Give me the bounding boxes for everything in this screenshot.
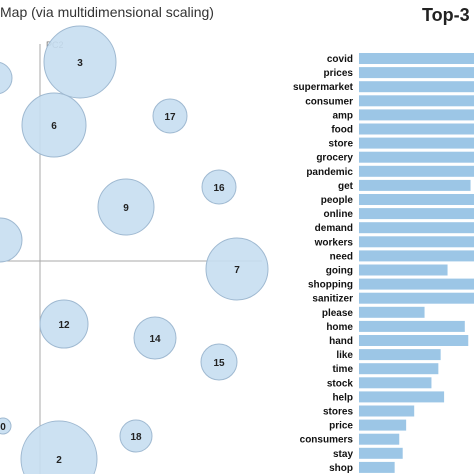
term-label-stock: stock — [327, 378, 354, 389]
term-bar-hand[interactable] — [359, 335, 469, 346]
term-bar-online[interactable] — [359, 208, 474, 220]
term-bar-shop[interactable] — [359, 461, 395, 473]
topic-bubble-18[interactable] — [119, 419, 153, 453]
term-label-sanitizer: sanitizer — [312, 294, 353, 305]
term-label-home: home — [326, 322, 353, 333]
term-label-get: get — [338, 181, 354, 192]
term-label-supermarket: supermarket — [293, 82, 354, 93]
topic-bubble-6[interactable] — [21, 92, 87, 158]
topic-bubble-3[interactable] — [43, 25, 117, 99]
term-bar-food[interactable] — [359, 123, 474, 135]
topic-bubble-12[interactable] — [39, 299, 89, 349]
term-label-shopping: shopping — [308, 280, 353, 291]
topic-bubble-16[interactable] — [201, 169, 237, 205]
term-bar-covid[interactable] — [359, 53, 474, 64]
topic-label-2: 2 — [56, 455, 62, 466]
term-bar-price[interactable] — [359, 419, 407, 431]
term-bar-grocery[interactable] — [359, 151, 474, 163]
term-label-online: online — [324, 209, 354, 220]
term-label-grocery: grocery — [316, 153, 353, 164]
term-label-consumers: consumers — [300, 435, 354, 446]
topic-label-14: 14 — [149, 334, 161, 345]
term-label-workers: workers — [314, 237, 354, 248]
term-bar-get[interactable] — [359, 179, 471, 191]
term-label-help: help — [332, 392, 353, 403]
term-label-amp: amp — [332, 110, 353, 121]
term-label-food: food — [331, 125, 353, 136]
term-bar-shopping[interactable] — [359, 278, 474, 290]
term-label-pandemic: pandemic — [306, 167, 353, 178]
term-bar-amp[interactable] — [359, 109, 474, 121]
term-label-stores: stores — [323, 407, 353, 418]
topic-bubble-14[interactable] — [133, 316, 177, 360]
term-bar-stay[interactable] — [359, 447, 403, 459]
topic-bubble-0[interactable] — [0, 417, 12, 435]
topic-bubble-unlabeled-11[interactable] — [0, 217, 23, 263]
topic-label-9: 9 — [123, 203, 129, 214]
term-label-stay: stay — [333, 449, 353, 460]
topic-label-12: 12 — [58, 320, 70, 331]
term-bar-pandemic[interactable] — [359, 165, 474, 177]
topic-label-3: 3 — [77, 58, 83, 69]
term-bar-stores[interactable] — [359, 405, 415, 417]
topic-bubble-7[interactable] — [205, 237, 269, 301]
term-label-shop: shop — [329, 463, 353, 474]
term-bar-going[interactable] — [359, 264, 448, 276]
topic-label-6: 6 — [51, 121, 57, 132]
topic-label-0: 0 — [0, 422, 6, 433]
term-bar-help[interactable] — [359, 391, 445, 403]
term-bar-store[interactable] — [359, 137, 474, 149]
topic-label-17: 17 — [164, 112, 176, 123]
term-bar-consumers[interactable] — [359, 433, 400, 445]
topic-bubble-15[interactable] — [200, 343, 238, 381]
term-label-price: price — [329, 421, 353, 432]
topic-bubble-9[interactable] — [97, 178, 155, 236]
term-bar-like[interactable] — [359, 349, 441, 361]
term-label-consumer: consumer — [305, 96, 353, 107]
term-bar-home[interactable] — [359, 320, 465, 332]
term-label-prices: prices — [324, 68, 354, 79]
term-bar-consumer[interactable] — [359, 95, 474, 107]
term-bar-demand[interactable] — [359, 222, 474, 234]
term-label-need: need — [330, 251, 353, 262]
term-label-please: please — [322, 308, 354, 319]
term-bar-time[interactable] — [359, 363, 439, 375]
topic-bubble-unlabeled-12[interactable] — [0, 61, 13, 95]
term-label-demand: demand — [315, 223, 353, 234]
topic-label-15: 15 — [213, 358, 225, 369]
term-label-covid: covid — [327, 54, 353, 65]
topic-bubble-2[interactable] — [20, 420, 98, 474]
term-bar-need[interactable] — [359, 250, 474, 262]
bars-title: Top-3 — [422, 5, 470, 25]
term-bar-please[interactable] — [359, 306, 425, 318]
topic-label-18: 18 — [130, 432, 142, 443]
topic-label-16: 16 — [213, 183, 225, 194]
term-label-people: people — [321, 195, 354, 206]
term-label-like: like — [336, 350, 353, 361]
term-bar-people[interactable] — [359, 194, 474, 205]
topic-bubble-17[interactable] — [152, 98, 188, 134]
topic-label-7: 7 — [234, 265, 240, 276]
term-label-time: time — [332, 364, 353, 375]
term-label-hand: hand — [329, 336, 353, 347]
term-bar-sanitizer[interactable] — [359, 292, 474, 304]
term-bar-supermarket[interactable] — [359, 81, 474, 93]
term-bar-prices[interactable] — [359, 67, 474, 79]
term-label-going: going — [326, 266, 353, 277]
term-bar-stock[interactable] — [359, 377, 432, 389]
term-label-store: store — [329, 139, 354, 150]
map-title: Map (via multidimensional scaling) — [0, 4, 214, 20]
term-bar-workers[interactable] — [359, 236, 474, 248]
